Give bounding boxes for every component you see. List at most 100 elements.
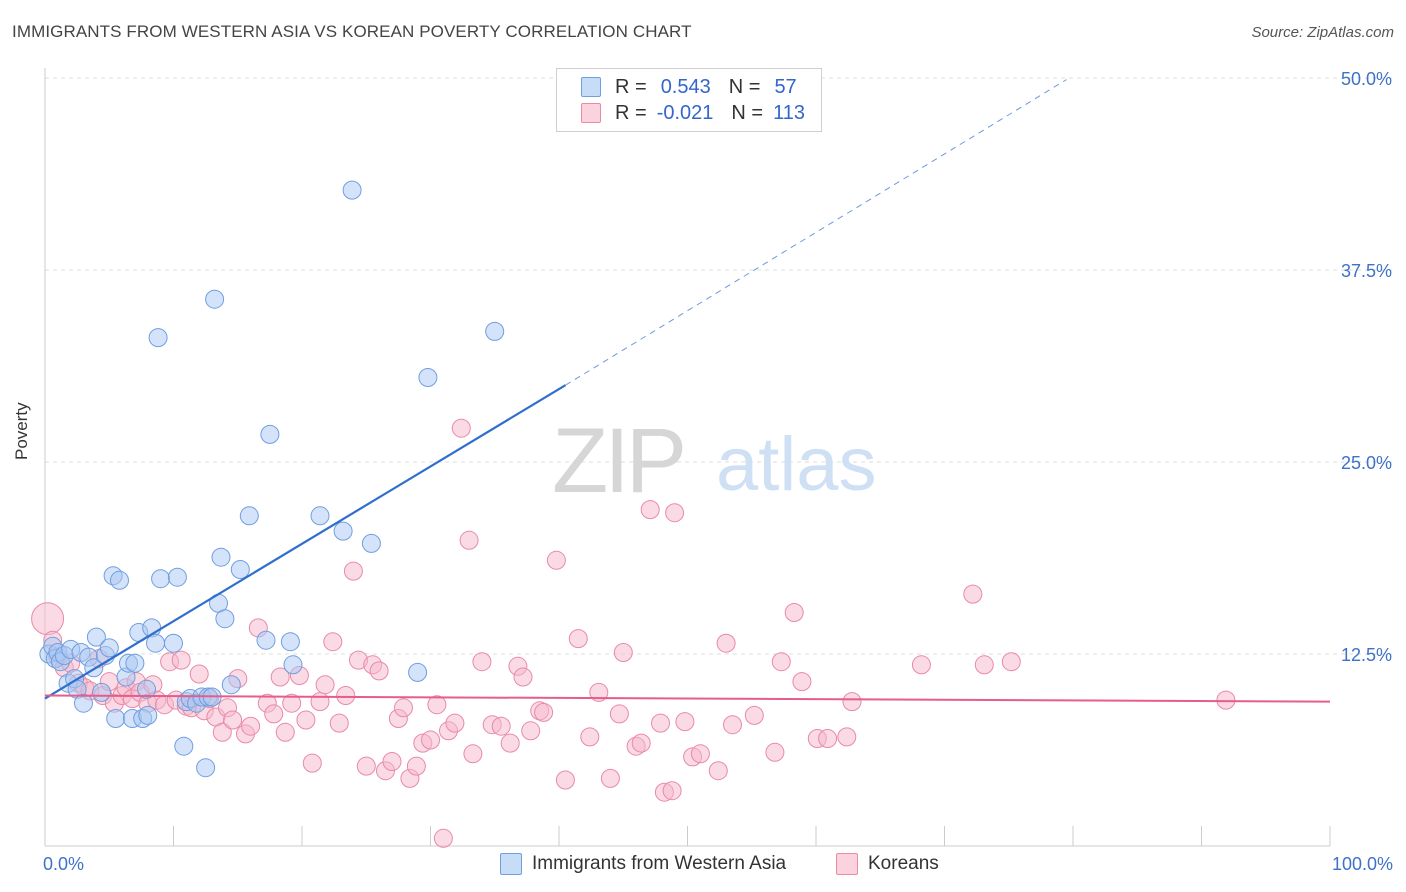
point-korean	[765, 742, 785, 762]
point-western-asia	[151, 569, 171, 589]
point-western-asia	[280, 632, 300, 652]
trend-layer	[44, 79, 1331, 703]
point-korean	[546, 550, 566, 570]
point-korean	[837, 727, 857, 747]
point-western-asia	[239, 506, 259, 526]
point-korean	[356, 756, 376, 776]
point-korean	[406, 756, 426, 776]
point-western-asia	[125, 653, 145, 673]
watermark-atlas: atlas	[716, 422, 877, 507]
point-korean	[382, 752, 402, 771]
point-western-asia	[164, 633, 183, 653]
legend-n-label: N =	[731, 101, 764, 124]
series-name: Koreans	[868, 853, 939, 874]
point-korean	[716, 633, 736, 653]
point-korean	[600, 768, 620, 788]
point-western-asia	[196, 758, 216, 778]
point-western-asia	[408, 662, 428, 682]
point-western-asia	[310, 506, 330, 526]
point-western-asia	[205, 289, 225, 309]
point-korean	[690, 744, 710, 764]
point-korean	[640, 500, 660, 520]
point-western-asia	[215, 609, 235, 629]
point-korean	[521, 721, 541, 741]
axis-layer	[44, 68, 1331, 847]
point-korean	[463, 744, 483, 764]
point-korean	[744, 705, 764, 725]
point-korean	[343, 561, 363, 581]
legend-n-value: 57	[774, 75, 797, 98]
point-western-asia	[260, 424, 280, 444]
trend-line-western-asia	[44, 384, 566, 700]
point-korean	[329, 713, 349, 733]
point-korean	[189, 664, 209, 684]
point-korean	[171, 650, 191, 670]
point-western-asia	[333, 521, 353, 541]
y-tick-label: 50.0%	[1341, 69, 1392, 89]
series-swatch-pink	[836, 853, 858, 875]
point-korean	[771, 652, 791, 672]
point-western-asia	[86, 627, 106, 647]
legend-r-label: R =	[615, 101, 647, 124]
point-korean	[223, 710, 243, 730]
y-tick-label: 37.5%	[1341, 261, 1392, 281]
point-korean	[264, 704, 284, 724]
point-korean	[609, 704, 629, 724]
point-korean	[708, 761, 728, 781]
grid-layer	[45, 77, 1392, 655]
series-name: Immigrants from Western Asia	[532, 853, 787, 874]
point-korean	[568, 629, 588, 649]
point-korean	[427, 695, 447, 715]
tick-label-layer: 12.5% 25.0% 37.5% 50.0% 0.0% 100.0%	[43, 69, 1393, 874]
watermark-zip: ZIP	[552, 410, 683, 512]
point-korean	[911, 655, 931, 675]
legend-r-value: 0.543	[660, 75, 711, 98]
legend-r-value: -0.021	[656, 101, 714, 124]
point-korean	[302, 753, 322, 773]
point-korean	[445, 713, 465, 733]
point-korean	[974, 655, 994, 675]
legend-r-label: R =	[615, 75, 647, 98]
point-korean	[369, 661, 389, 681]
point-korean	[631, 733, 651, 753]
point-korean	[433, 828, 453, 848]
point-korean	[534, 702, 554, 722]
point-korean	[459, 530, 479, 550]
y-tick-label: 25.0%	[1341, 453, 1392, 473]
x-tick-label: 0.0%	[43, 854, 84, 874]
point-korean	[589, 682, 609, 702]
point-western-asia	[99, 638, 119, 658]
point-korean	[315, 675, 335, 695]
point-korean	[472, 652, 492, 672]
correlation-legend: R = 0.543 N = 57 R = -0.021 N = 113	[556, 68, 822, 132]
point-korean	[241, 716, 261, 736]
legend-row-western-asia: R = 0.543 N = 57	[581, 74, 797, 100]
point-korean	[613, 643, 633, 662]
point-korean	[296, 710, 316, 730]
point-korean	[336, 686, 356, 705]
point-korean	[275, 722, 295, 742]
point-korean	[818, 729, 838, 748]
point-korean	[555, 770, 575, 790]
legend-row-koreans: R = -0.021 N = 113	[581, 100, 805, 126]
point-western-asia	[230, 560, 250, 579]
legend-n-label: N =	[728, 75, 761, 98]
point-korean	[1001, 652, 1021, 672]
legend-n-value: 113	[773, 101, 805, 124]
point-korean	[963, 584, 983, 604]
point-korean	[394, 698, 413, 718]
point-korean	[723, 715, 742, 735]
trend-line-koreans	[44, 694, 1331, 703]
point-western-asia	[283, 655, 303, 675]
legend-swatch-blue	[581, 77, 601, 97]
point-western-asia	[221, 675, 241, 695]
point-western-asia	[138, 705, 158, 725]
point-korean	[212, 722, 232, 742]
trend-line-western-asia-extension	[565, 79, 1067, 386]
point-korean	[421, 730, 440, 750]
point-korean	[513, 667, 533, 687]
point-western-asia	[485, 321, 505, 341]
point-korean	[31, 602, 65, 636]
